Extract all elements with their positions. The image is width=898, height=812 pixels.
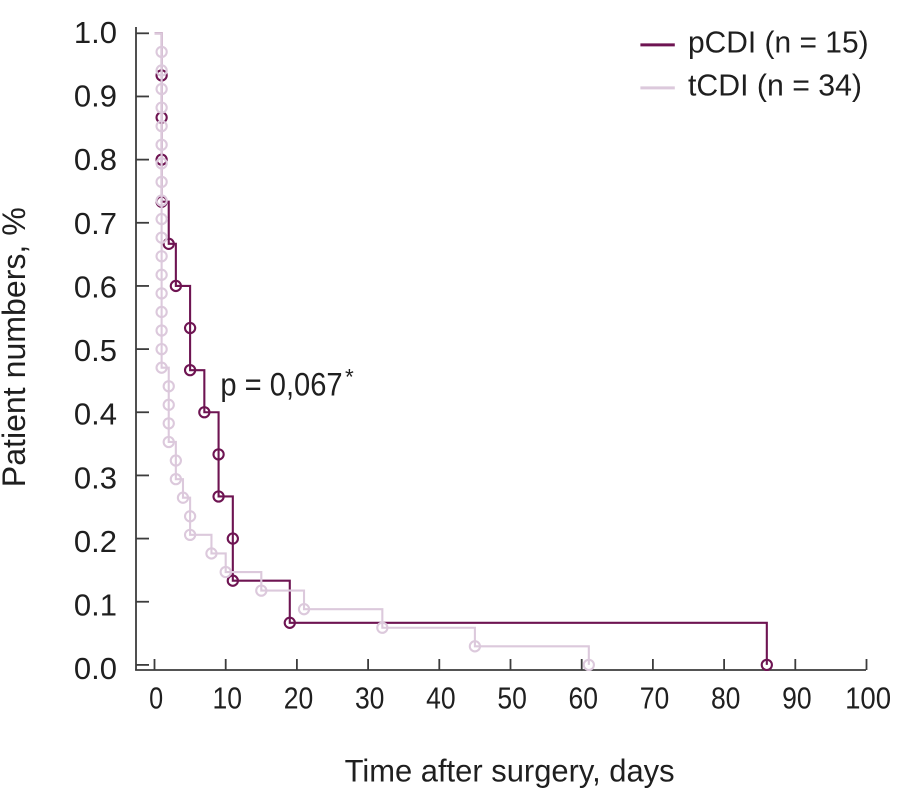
svg-text:0.8: 0.8: [74, 142, 117, 177]
svg-text:60: 60: [569, 681, 599, 715]
svg-text:0.0: 0.0: [74, 651, 117, 686]
svg-text:100: 100: [845, 681, 891, 715]
svg-text:10: 10: [213, 681, 243, 715]
svg-text:Patient numbers, %: Patient numbers, %: [0, 207, 32, 487]
svg-text:*: *: [345, 365, 354, 390]
svg-text:0.2: 0.2: [74, 524, 117, 559]
svg-text:50: 50: [497, 681, 527, 715]
svg-text:0: 0: [149, 681, 163, 715]
svg-text:tCDI (n = 34): tCDI (n = 34): [688, 67, 862, 102]
svg-text:0.1: 0.1: [74, 588, 117, 623]
svg-text:70: 70: [640, 681, 670, 715]
svg-text:0.4: 0.4: [74, 397, 117, 432]
svg-text:0.7: 0.7: [74, 206, 117, 241]
svg-text:80: 80: [711, 681, 741, 715]
svg-text:0.5: 0.5: [74, 333, 117, 368]
svg-text:p = 0,067: p = 0,067: [220, 366, 342, 402]
svg-text:pCDI (n = 15): pCDI (n = 15): [688, 24, 869, 59]
svg-text:0.9: 0.9: [74, 79, 117, 114]
svg-text:Time after surgery, days: Time after surgery, days: [345, 753, 675, 789]
svg-text:1.0: 1.0: [74, 15, 117, 50]
svg-text:0.3: 0.3: [74, 460, 117, 495]
svg-text:90: 90: [782, 681, 812, 715]
svg-text:40: 40: [426, 681, 456, 715]
svg-text:20: 20: [284, 681, 314, 715]
svg-text:30: 30: [355, 681, 385, 715]
svg-text:0.6: 0.6: [74, 270, 117, 305]
